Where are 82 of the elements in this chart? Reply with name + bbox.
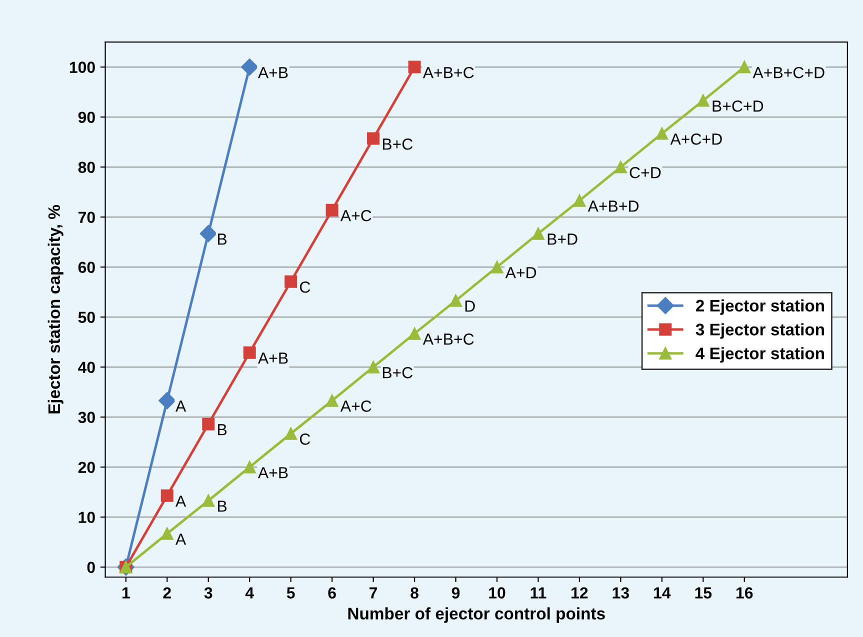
point xyxy=(408,327,421,340)
x-tick-label: 6 xyxy=(328,587,336,599)
x-tick-label: 4 xyxy=(245,587,254,598)
annotation: A+B+D xyxy=(588,200,639,212)
annotation: A+B xyxy=(258,352,288,364)
annotation: A+B xyxy=(258,467,288,478)
point xyxy=(284,275,298,288)
annotation: A xyxy=(176,534,186,545)
annotation: A+B+C+D xyxy=(752,66,824,78)
point xyxy=(243,460,256,474)
annotation: A+C+D xyxy=(670,133,722,145)
annotation: B+D xyxy=(548,234,578,245)
x-tick-label: 16 xyxy=(736,587,753,599)
x-tick-label: 12 xyxy=(572,587,588,598)
y-axis-title: Ejector station capacity, % xyxy=(48,205,64,414)
point xyxy=(738,60,751,74)
x-tick-label: 10 xyxy=(489,587,506,599)
annotation: A+C xyxy=(340,210,372,222)
x-tick-label: 8 xyxy=(410,587,418,599)
x-tick-label: 11 xyxy=(530,587,546,598)
annotation: B+C+D xyxy=(712,100,764,112)
point xyxy=(614,160,627,174)
annotation: B xyxy=(218,424,227,436)
x-tick-label: 13 xyxy=(612,587,629,599)
point xyxy=(284,427,298,440)
annotation: B+C xyxy=(382,367,413,378)
y-tick-label: 90 xyxy=(78,112,95,123)
annotation: A+C xyxy=(340,400,372,412)
legend-label: 4 Ejector station xyxy=(696,347,824,363)
annotation: A+B+C xyxy=(422,334,474,345)
point xyxy=(326,394,338,407)
x-axis-title: Number of ejector control points xyxy=(348,607,605,623)
x-tick-label: 14 xyxy=(654,587,671,598)
point xyxy=(367,360,380,374)
annotation: C xyxy=(300,282,310,293)
x-tick-label: 5 xyxy=(286,587,295,599)
y-tick-label: 100 xyxy=(70,62,95,73)
annotation: A+B+C xyxy=(422,66,474,78)
legend-label: 3 Ejector station xyxy=(696,323,824,339)
point xyxy=(241,58,258,76)
y-tick-label: 60 xyxy=(78,262,95,274)
legend-label: 2 Ejector station xyxy=(696,299,824,315)
annotation: B+C xyxy=(382,138,413,150)
point xyxy=(243,346,256,359)
y-tick-label: 50 xyxy=(78,312,95,324)
point xyxy=(532,227,544,240)
x-tick-label: 1 xyxy=(122,587,130,598)
annotation: B xyxy=(218,500,227,512)
x-tick-label: 3 xyxy=(204,587,212,599)
annotation: A+D xyxy=(505,267,536,278)
point xyxy=(158,392,176,410)
y-tick-label: 70 xyxy=(78,212,95,224)
x-tick-label: 15 xyxy=(695,587,712,599)
x-tick-label: 9 xyxy=(452,587,460,599)
y-tick-label: 40 xyxy=(78,362,95,374)
annotation: C xyxy=(300,434,310,445)
point xyxy=(202,494,215,507)
point xyxy=(367,132,380,145)
annotation: C+D xyxy=(630,166,661,178)
y-tick-label: 10 xyxy=(78,512,95,524)
annotation: A xyxy=(176,496,186,507)
annotation: B xyxy=(218,234,227,245)
point xyxy=(326,204,338,216)
point xyxy=(408,60,421,74)
x-tick-label: 2 xyxy=(163,587,171,598)
point xyxy=(490,260,504,274)
x-tick-label: 7 xyxy=(370,587,378,598)
annotation: D xyxy=(465,300,475,312)
point xyxy=(160,527,174,540)
point xyxy=(656,127,668,140)
point xyxy=(160,489,174,502)
point xyxy=(573,194,586,207)
point xyxy=(202,418,215,430)
annotation: A+B xyxy=(258,67,288,78)
point xyxy=(696,94,710,107)
point xyxy=(200,225,217,242)
y-tick-label: 0 xyxy=(87,562,95,574)
y-tick-label: 30 xyxy=(78,412,95,424)
y-tick-label: 80 xyxy=(78,162,95,174)
point xyxy=(450,294,462,307)
annotation: A xyxy=(176,400,186,412)
y-tick-label: 20 xyxy=(78,462,95,474)
